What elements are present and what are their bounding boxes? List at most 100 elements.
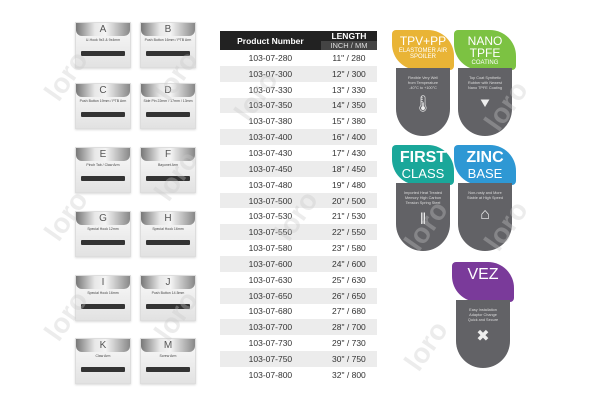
feature-badge: VEZ Easy Installation Adaptor Change Quic… xyxy=(452,262,514,368)
adapter-letter: C xyxy=(76,84,130,97)
adapter-image xyxy=(146,176,190,181)
product-number: 103-07-480 xyxy=(248,179,293,190)
product-number: 103-07-730 xyxy=(248,338,293,349)
product-number: 103-07-430 xyxy=(248,147,293,158)
table-row: 103-07-530 21" / 530 xyxy=(220,208,377,224)
product-number: 103-07-350 xyxy=(220,97,321,114)
length: 16" / 400 xyxy=(320,129,377,146)
feature-tag: TPV+PP ELASTOMER AIR SPOILER xyxy=(392,30,454,70)
product-number: 103-07-500 xyxy=(220,192,321,209)
table-row: 103-07-630 25" / 630 xyxy=(220,272,377,288)
adapter-card: F Bayonet Arm xyxy=(140,147,196,193)
adapter-card: D Side Pin 22mm / 17mm / 13mm xyxy=(140,83,196,129)
feature-tag: FIRST CLASS xyxy=(392,145,454,185)
adapter-label: Bayonet Arm xyxy=(157,163,179,167)
feature-title: VEZ xyxy=(467,266,499,283)
table-row: 103-07-580 23" / 580 xyxy=(220,240,377,256)
feature-tag: NANO TPFE COATING xyxy=(454,30,516,70)
adapter-card: E Pinch Tab / Claw Arm xyxy=(75,147,131,193)
adapter-label: Push Button 14.5mm xyxy=(151,291,185,295)
product-number: 103-07-530 xyxy=(248,211,293,222)
adapter-image xyxy=(146,304,190,309)
feature-desc: Non-rusty and More Stable at High Speed xyxy=(467,191,503,200)
product-number: 103-07-750 xyxy=(220,351,321,367)
product-number: 103-07-600 xyxy=(220,255,321,272)
table-row: 103-07-750 30" / 750 xyxy=(220,351,377,367)
feature-tag: VEZ xyxy=(452,262,514,302)
length: 20" / 500 xyxy=(320,192,377,209)
length: 26" / 650 xyxy=(320,287,377,304)
adapter-card: K Claw Arm xyxy=(75,338,131,384)
feature-title: TPV+PP xyxy=(399,34,447,48)
adapter-image xyxy=(81,367,125,372)
feature-desc: Imported Heat Treated Memory High Carbon… xyxy=(404,191,442,205)
feature-badge: ZINC BASE Non-rusty and More Stable at Hig… xyxy=(454,145,516,251)
product-number: 103-07-450 xyxy=(220,160,321,177)
table-row: 103-07-400 16" / 400 xyxy=(220,129,377,146)
table-row: 103-07-330 13" / 330 xyxy=(220,82,377,98)
blade-icon: ⯆ xyxy=(478,95,492,113)
adapter-image xyxy=(81,51,125,56)
length: 22" / 550 xyxy=(320,224,377,241)
table-row: 103-07-600 24" / 600 xyxy=(220,255,377,272)
product-number: 103-07-280 xyxy=(248,52,293,63)
feature-subtitle: CLASS xyxy=(401,166,445,181)
product-number: 103-07-630 xyxy=(248,274,293,285)
size-table: Product Number LENGTH INCH / MM 103-07-2… xyxy=(220,31,377,383)
adapter-letter: G xyxy=(76,212,130,225)
product-number: 103-07-380 xyxy=(248,116,293,127)
adapter-image xyxy=(146,112,190,117)
table-row: 103-07-550 22" / 550 xyxy=(220,224,377,241)
length: 28" / 700 xyxy=(320,319,377,336)
length: 13" / 330 xyxy=(332,84,366,95)
product-number: 103-07-550 xyxy=(220,224,321,241)
adapter-card: C Push Button 19mm / PTB Arm xyxy=(75,83,131,129)
adapter-label: Claw Arm xyxy=(95,354,111,358)
product-number: 103-07-400 xyxy=(220,129,321,146)
table-row: 103-07-450 18" / 450 xyxy=(220,160,377,177)
product-number: 103-07-330 xyxy=(248,84,293,95)
adapter-image xyxy=(146,240,190,245)
adapter-card: M Screw Arm xyxy=(140,338,196,384)
feature-title: FIRST xyxy=(399,149,447,166)
table-row: 103-07-300 12" / 300 xyxy=(220,65,377,82)
feature-card: Imported Heat Treated Memory High Carbon… xyxy=(396,183,450,251)
adapter-letter: F xyxy=(141,148,195,161)
adapter-label: Push Button 19mm / PTB Arm xyxy=(79,99,127,103)
feature-desc: Top Coat Synthetic Rubber with Newest Na… xyxy=(468,76,502,90)
feature-badge: NANO TPFE COATING Top Coat Synthetic Rubbe… xyxy=(454,30,516,136)
feature-card: Easy Installation Adaptor Change Quick a… xyxy=(456,300,510,368)
adapter-letter: E xyxy=(76,148,130,161)
feature-subtitle: BASE xyxy=(467,166,503,181)
product-number: 103-07-650 xyxy=(220,287,321,304)
adapter-letter: K xyxy=(76,339,130,352)
product-number: 103-07-800 xyxy=(248,369,293,380)
adapter-label: Screw Arm xyxy=(159,354,177,358)
thermometer-icon: 🌡 xyxy=(412,95,434,113)
adapter-card: H Special Hook 16mm xyxy=(140,211,196,257)
table-row: 103-07-800 32" / 800 xyxy=(220,367,377,383)
feature-badge: TPV+PP ELASTOMER AIR SPOILER Flexible Very… xyxy=(392,30,454,136)
length: 24" / 600 xyxy=(320,255,377,272)
length: 18" / 450 xyxy=(320,160,377,177)
length: 19" / 480 xyxy=(332,179,366,190)
adapter-label: Special Hook 16mm xyxy=(87,291,119,295)
adapter-card: B Push Button 16mm / PTB Arm xyxy=(140,22,196,68)
length: 17" / 430 xyxy=(332,147,366,158)
table-row: 103-07-500 20" / 500 xyxy=(220,192,377,209)
adapter-letter: I xyxy=(76,276,130,289)
length: 11" / 280 xyxy=(332,52,366,63)
length: 29" / 730 xyxy=(332,338,366,349)
feature-card: Non-rusty and More Stable at High Speed ⌂ xyxy=(458,183,512,251)
header-product: Product Number xyxy=(220,31,321,50)
adapter-letter: J xyxy=(141,276,195,289)
product-number: 103-07-680 xyxy=(248,306,293,317)
adapter-label: Push Button 16mm / PTB Arm xyxy=(144,38,192,42)
adapter-card: J Push Button 14.5mm xyxy=(140,275,196,321)
adapter-letter: M xyxy=(141,339,195,352)
adapter-label: Side Pin 22mm / 17mm / 13mm xyxy=(143,99,193,103)
feature-subtitle: ELASTOMER AIR SPOILER xyxy=(398,48,448,60)
spring-icon: ‖ xyxy=(419,210,427,228)
adapter-label: Pinch Tab / Claw Arm xyxy=(86,163,120,167)
length: 21" / 530 xyxy=(332,211,366,222)
